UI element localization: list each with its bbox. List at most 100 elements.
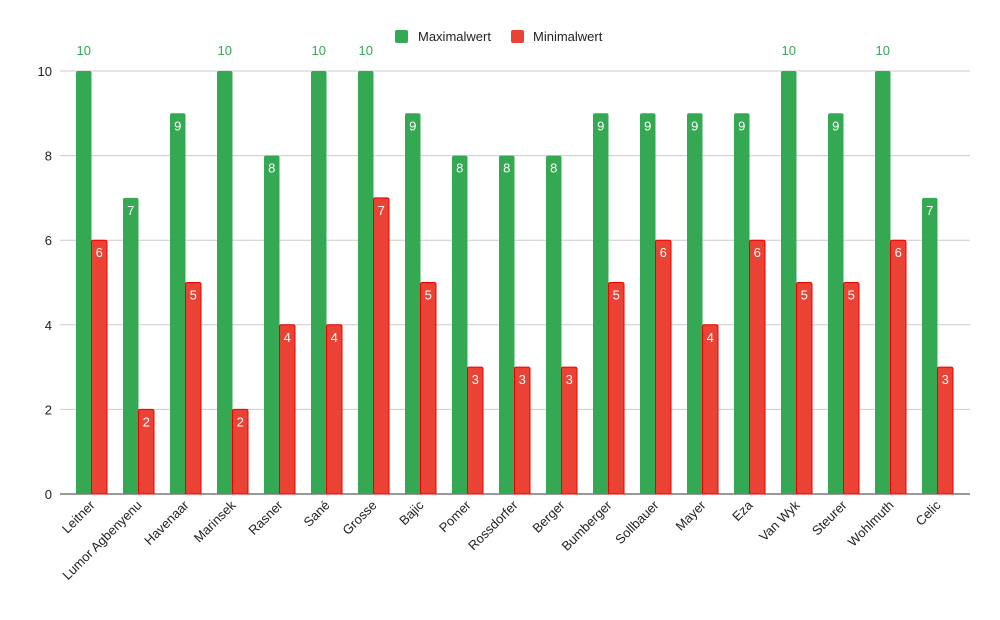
x-tick-label: Bumberger xyxy=(559,497,616,554)
data-label: 8 xyxy=(550,161,557,176)
data-label: 2 xyxy=(143,414,150,429)
data-label: 10 xyxy=(312,43,326,58)
bar-maximalwert xyxy=(76,71,92,494)
data-label: 6 xyxy=(660,245,667,260)
x-tick-label: Wohlmuth xyxy=(845,498,897,550)
bar-minimalwert xyxy=(467,366,484,495)
bar-minimalwert xyxy=(608,282,625,495)
x-tick-label: Pomer xyxy=(436,497,474,535)
bar-minimalwert xyxy=(843,282,860,495)
x-tick-label: Eza xyxy=(729,497,756,524)
bar-maximalwert xyxy=(687,113,703,495)
data-label: 7 xyxy=(926,203,933,218)
bar-minimalwert xyxy=(420,282,437,495)
bar-maximalwert xyxy=(170,113,186,495)
data-label: 5 xyxy=(848,288,855,303)
data-label: 5 xyxy=(425,288,432,303)
x-tick-label: Rasner xyxy=(245,497,286,538)
legend-swatch-maximalwert xyxy=(395,30,408,43)
bar-maximalwert xyxy=(499,155,515,494)
y-tick-label: 8 xyxy=(45,149,52,164)
bar-maximalwert xyxy=(264,155,280,494)
bar-maximalwert xyxy=(734,113,750,495)
bar-maximalwert xyxy=(311,71,327,494)
bar-minimalwert xyxy=(326,324,343,495)
bar-maximalwert xyxy=(922,197,938,494)
data-label: 4 xyxy=(284,330,291,345)
data-label: 4 xyxy=(331,330,338,345)
bar-maximalwert xyxy=(358,71,374,494)
bar-minimalwert xyxy=(937,366,954,495)
data-label: 10 xyxy=(77,43,91,58)
data-label: 9 xyxy=(644,118,651,133)
legend-label-minimalwert: Minimalwert xyxy=(533,29,603,44)
gridlines xyxy=(60,70,970,495)
bar-maximalwert xyxy=(452,155,468,494)
bars: 10 6 7 2 9 5 10 2 8 4 10 4 10 7 9 5 8 3 8 3 8 3 9 5 9 6 9 4 9 6 10 5 9 5 1… xyxy=(76,43,954,495)
data-label: 10 xyxy=(359,43,373,58)
x-tick-label: Leitner xyxy=(59,497,98,536)
x-tick-label: Celic xyxy=(913,497,944,528)
data-label: 10 xyxy=(782,43,796,58)
legend-label-maximalwert: Maximalwert xyxy=(418,29,491,44)
data-label: 4 xyxy=(707,330,714,345)
bar-maximalwert xyxy=(123,197,139,494)
data-label: 9 xyxy=(832,118,839,133)
bar-maximalwert xyxy=(217,71,233,494)
data-label: 10 xyxy=(876,43,890,58)
data-label: 6 xyxy=(895,245,902,260)
legend: Maximalwert Minimalwert xyxy=(395,29,603,44)
y-axis: 0 2 4 6 8 10 xyxy=(38,64,52,502)
legend-swatch-minimalwert xyxy=(511,30,524,43)
bar-maximalwert xyxy=(781,71,797,494)
bar-minimalwert xyxy=(655,239,672,495)
bar-minimalwert xyxy=(185,282,202,495)
x-tick-label: Steurer xyxy=(809,497,850,538)
y-tick-label: 10 xyxy=(38,64,52,79)
data-label: 5 xyxy=(190,288,197,303)
data-label: 8 xyxy=(503,161,510,176)
data-label: 9 xyxy=(597,118,604,133)
data-label: 9 xyxy=(691,118,698,133)
bar-maximalwert xyxy=(593,113,609,495)
data-label: 3 xyxy=(472,372,479,387)
data-label: 5 xyxy=(801,288,808,303)
data-label: 9 xyxy=(738,118,745,133)
x-tick-label: Berger xyxy=(529,497,568,536)
bar-minimalwert xyxy=(373,197,390,495)
bar-minimalwert xyxy=(890,239,907,495)
bar-minimalwert xyxy=(749,239,766,495)
x-tick-label: Rossdorfer xyxy=(465,497,521,553)
data-label: 10 xyxy=(218,43,232,58)
bar-minimalwert xyxy=(561,366,578,495)
x-tick-label: Van Wyk xyxy=(756,497,803,544)
data-label: 5 xyxy=(613,288,620,303)
data-label: 3 xyxy=(519,372,526,387)
bar-minimalwert xyxy=(796,282,813,495)
x-tick-label: Grosse xyxy=(339,498,379,538)
x-tick-label: Sané xyxy=(301,498,333,530)
data-label: 2 xyxy=(237,414,244,429)
data-label: 8 xyxy=(268,161,275,176)
y-tick-label: 2 xyxy=(45,402,52,417)
data-label: 3 xyxy=(942,372,949,387)
x-tick-label: Sollbauer xyxy=(612,497,662,547)
x-tick-label: Marinsek xyxy=(191,497,239,545)
data-label: 8 xyxy=(456,161,463,176)
bar-minimalwert xyxy=(514,366,531,495)
bar-maximalwert xyxy=(546,155,562,494)
data-label: 7 xyxy=(127,203,134,218)
bar-minimalwert xyxy=(91,239,108,495)
bar-maximalwert xyxy=(405,113,421,495)
data-label: 9 xyxy=(409,118,416,133)
data-label: 6 xyxy=(754,245,761,260)
bar-minimalwert xyxy=(279,324,296,495)
bar-minimalwert xyxy=(702,324,719,495)
x-tick-label: Lumor Agbenyenu xyxy=(59,498,144,583)
bar-maximalwert xyxy=(828,113,844,495)
data-label: 9 xyxy=(174,118,181,133)
bar-minimalwert xyxy=(232,408,249,495)
data-label: 6 xyxy=(96,245,103,260)
